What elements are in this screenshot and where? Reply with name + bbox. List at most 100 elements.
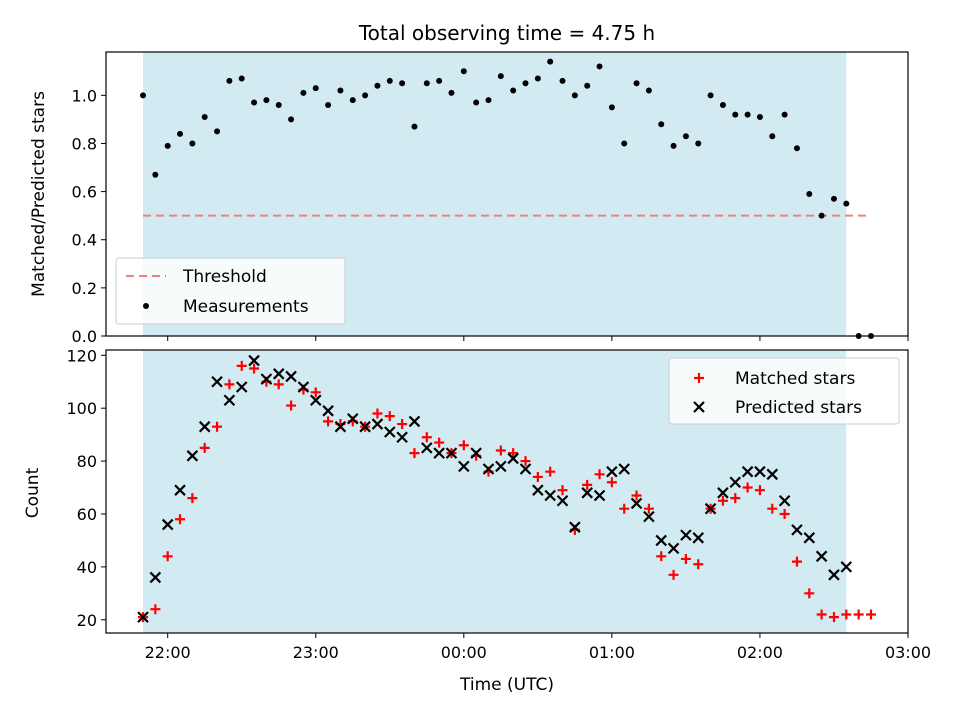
- measurement-point: [756, 113, 763, 120]
- measurement-point: [374, 82, 381, 89]
- count-axes-frame: [105, 349, 909, 634]
- predicted-stars-point: [458, 460, 470, 473]
- predicted-stars-point: [618, 463, 630, 475]
- matched-stars-point: [286, 400, 297, 411]
- chart-title: Total observing time = 4.75 h: [358, 21, 655, 45]
- matched-stars-point: [779, 508, 790, 519]
- matched-stars-point: [742, 482, 753, 493]
- predicted-stars-point: [334, 420, 347, 433]
- matched-stars-point: [656, 551, 667, 562]
- measurement-point: [559, 77, 566, 84]
- matched-stars-point: [212, 421, 223, 432]
- matched-stars-point: [397, 419, 408, 430]
- legend-matched-label: Matched stars: [735, 369, 855, 389]
- matched-stars-point: [495, 445, 506, 456]
- predicted-stars-point: [470, 447, 482, 459]
- x-tick-label: 23:00: [293, 643, 339, 662]
- predicted-stars-point: [408, 415, 421, 428]
- predicted-stars-point: [741, 465, 754, 478]
- predicted-stars-point: [421, 442, 433, 454]
- ratio-y-tick-label: 0.4: [72, 231, 97, 250]
- matched-stars-point: [384, 411, 395, 422]
- measurement-point: [485, 97, 492, 104]
- predicted-stars-point: [630, 497, 643, 510]
- predicted-stars-point: [396, 431, 408, 444]
- measurement-point: [830, 195, 837, 202]
- predicted-stars-point: [248, 354, 260, 367]
- x-axis-label: Time (UTC): [459, 675, 554, 695]
- measurement-point: [189, 140, 196, 147]
- predicted-stars-point: [272, 368, 285, 380]
- matched-stars-point: [199, 442, 210, 453]
- predicted-stars-point: [260, 373, 273, 385]
- measurement-point: [633, 80, 640, 87]
- x-tick-label: 03:00: [885, 643, 931, 662]
- legend-predicted-label: Predicted stars: [735, 398, 862, 418]
- predicted-stars-point: [791, 524, 803, 536]
- matched-stars-point: [680, 553, 691, 564]
- measurement-point: [251, 99, 258, 106]
- matched-stars-point: [323, 416, 334, 427]
- legend-measurements-swatch: [143, 303, 149, 309]
- measurement-point: [497, 73, 504, 80]
- predicted-stars-point: [235, 381, 248, 393]
- matched-stars-point: [594, 469, 605, 480]
- measurement-point: [226, 77, 233, 84]
- measurement-point: [769, 133, 776, 140]
- predicted-stars-point: [766, 468, 779, 481]
- x-tick-label: 01:00: [589, 643, 635, 662]
- measurement-point: [300, 89, 307, 96]
- predicted-stars-point: [593, 489, 606, 502]
- predicted-stars-point: [680, 529, 692, 541]
- measurement-point: [473, 99, 480, 106]
- matched-stars-point: [249, 363, 260, 374]
- ratio-y-tick-label: 0.2: [72, 279, 97, 298]
- x-tick-label: 02:00: [737, 643, 783, 662]
- measurement-point: [288, 116, 295, 123]
- matched-stars-point: [693, 559, 704, 570]
- measurement-point: [534, 75, 541, 82]
- count-y-tick-label: 60: [77, 505, 97, 524]
- predicted-stars-point: [371, 418, 384, 430]
- measurements-series: [140, 58, 874, 339]
- measurement-point: [152, 171, 159, 178]
- matched-stars-point: [421, 432, 432, 443]
- x-tick-label: 22:00: [145, 643, 191, 662]
- ratio-legend: Threshold Measurements: [115, 257, 346, 325]
- ratio-axes-frame: [105, 51, 909, 337]
- predicted-stars-point: [495, 460, 507, 473]
- measurement-point: [448, 89, 455, 96]
- predicted-stars-point: [569, 521, 581, 533]
- measurement-point: [177, 130, 184, 137]
- measurement-point: [843, 200, 850, 207]
- count-y-tick-label: 120: [66, 346, 97, 365]
- measurement-point: [275, 101, 282, 108]
- predicted-stars-point: [828, 569, 840, 581]
- predicted-stars-point: [309, 394, 322, 407]
- matched-stars-point: [150, 604, 161, 615]
- measurement-point: [695, 140, 702, 147]
- predicted-stars-point: [606, 465, 618, 478]
- measurement-point: [658, 121, 665, 128]
- predicted-stars-point: [322, 405, 334, 417]
- matched-stars-point: [730, 493, 741, 504]
- measurement-point: [682, 133, 689, 140]
- matched-stars-point: [582, 479, 593, 490]
- matched-stars-point: [273, 379, 284, 390]
- legend-matched-swatch: [694, 373, 704, 383]
- predicted-stars-point: [285, 370, 297, 383]
- measurement-point: [362, 92, 369, 99]
- predicted-stars-point: [655, 534, 668, 547]
- predicted-stars-point: [692, 532, 705, 544]
- ratio-y-axis-label: Matched/Predicted stars: [29, 91, 49, 297]
- count-panel: 20 40 60 80 100 120 22:00 23:00 00:00 01:00 02:00 0…: [66, 346, 931, 662]
- matched-stars-point: [828, 612, 839, 623]
- matched-stars-point: [791, 556, 802, 567]
- measurement-point: [707, 92, 714, 99]
- measurement-point: [201, 113, 208, 120]
- x-tick-label: 00:00: [441, 643, 487, 662]
- count-y-tick-label: 80: [77, 452, 97, 471]
- count-y-tick-label: 20: [77, 611, 97, 630]
- matched-stars-point: [458, 440, 469, 451]
- measurement-point: [793, 145, 800, 152]
